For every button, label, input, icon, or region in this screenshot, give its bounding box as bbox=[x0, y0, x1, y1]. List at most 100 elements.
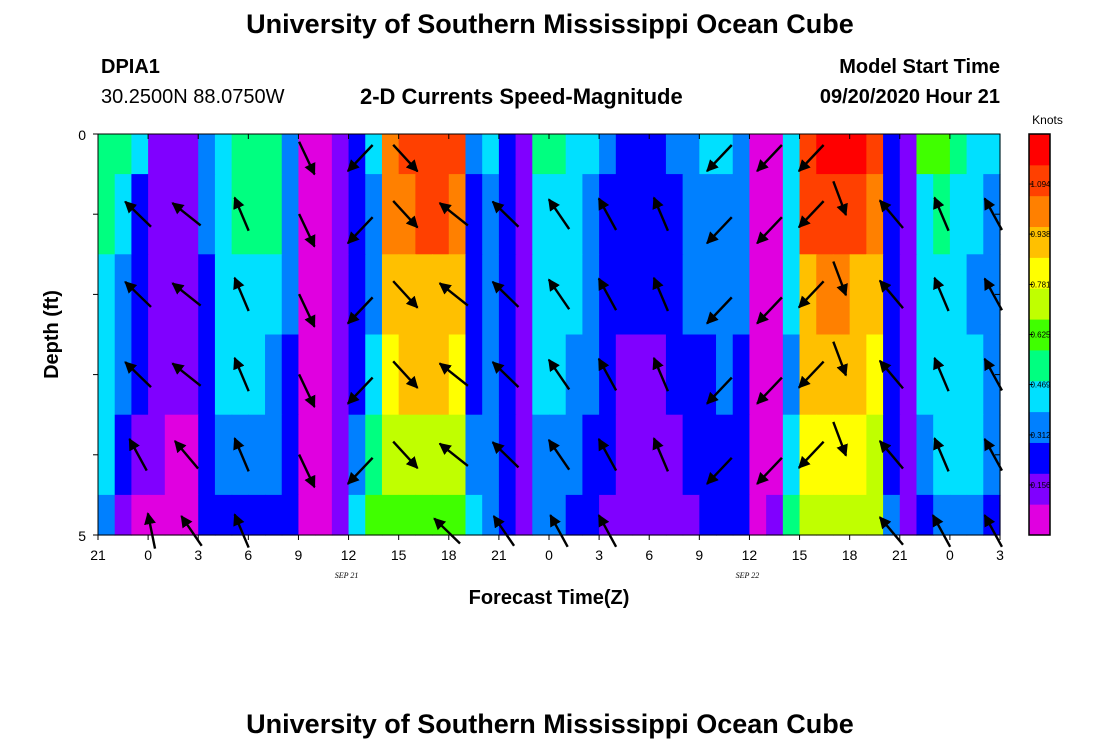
heatmap-cell bbox=[866, 334, 884, 416]
heatmap-cell bbox=[214, 174, 233, 255]
heatmap-cell bbox=[665, 494, 684, 536]
heatmap-cell bbox=[98, 254, 116, 336]
heatmap-cell bbox=[582, 414, 600, 496]
heatmap-cell bbox=[482, 414, 500, 496]
current-vector bbox=[597, 277, 618, 311]
current-vector bbox=[933, 196, 950, 232]
date-label: SEP 22 bbox=[736, 571, 760, 580]
heatmap-cell bbox=[532, 254, 550, 336]
current-vector bbox=[652, 437, 670, 472]
heatmap-cell bbox=[649, 334, 667, 416]
heatmap-cell bbox=[148, 134, 166, 175]
heatmap-cell bbox=[181, 334, 199, 416]
heatmap-cell bbox=[582, 494, 600, 536]
heatmap-cell bbox=[348, 414, 366, 496]
heatmap-cell bbox=[866, 254, 884, 336]
heatmap-cell bbox=[866, 414, 884, 496]
current-vector bbox=[832, 180, 848, 217]
colorbar-segment bbox=[1029, 411, 1050, 443]
heatmap-cell bbox=[415, 414, 433, 496]
heatmap-cell bbox=[148, 414, 166, 496]
heatmap-cell bbox=[832, 494, 851, 536]
colorbar-segment bbox=[1029, 442, 1050, 474]
heatmap-cell bbox=[899, 254, 918, 336]
current-vector bbox=[491, 361, 520, 389]
current-vector bbox=[346, 216, 374, 245]
heatmap-cell bbox=[164, 334, 183, 416]
x-tick-label: 0 bbox=[144, 547, 152, 563]
current-vector bbox=[878, 279, 904, 309]
heatmap-cell bbox=[315, 254, 333, 336]
heatmap-cell bbox=[782, 174, 801, 255]
heatmap-cell bbox=[782, 414, 801, 496]
heatmap-cell bbox=[949, 494, 968, 536]
heatmap-cell bbox=[315, 174, 333, 255]
heatmap-cell bbox=[766, 134, 784, 175]
heatmap-cell bbox=[816, 254, 834, 336]
heatmap-cell bbox=[582, 334, 600, 416]
heatmap-cell bbox=[198, 134, 216, 175]
current-vector bbox=[438, 202, 469, 227]
heatmap-cell bbox=[515, 134, 533, 175]
heatmap-cell bbox=[949, 414, 968, 496]
current-vector bbox=[652, 276, 670, 312]
heatmap-cell bbox=[983, 134, 1001, 175]
heatmap-cell bbox=[214, 414, 233, 496]
heatmap-cell bbox=[966, 494, 984, 536]
heatmap-cell bbox=[716, 134, 734, 175]
current-vector bbox=[392, 143, 419, 173]
heatmap-cell bbox=[866, 494, 884, 536]
current-vector bbox=[124, 361, 152, 389]
heatmap-cell bbox=[732, 334, 751, 416]
current-vector bbox=[706, 144, 733, 172]
colorbar-tick-label: 0.781 bbox=[1030, 280, 1051, 289]
colorbar-segment bbox=[1029, 257, 1050, 289]
heatmap-cell bbox=[782, 494, 801, 536]
heatmap-cell bbox=[248, 494, 266, 536]
current-vector bbox=[797, 360, 825, 389]
heatmap-cell bbox=[899, 334, 918, 416]
heatmap-cell bbox=[415, 334, 433, 416]
heatmap-cell bbox=[348, 174, 366, 255]
current-vector bbox=[433, 517, 461, 545]
heatmap-cell bbox=[966, 414, 984, 496]
heatmap-cell bbox=[816, 494, 834, 536]
current-vector bbox=[233, 356, 250, 392]
heatmap-cell bbox=[98, 174, 116, 255]
x-tick-label: 0 bbox=[946, 547, 954, 563]
heatmap-cell bbox=[265, 414, 283, 496]
heatmap-cell bbox=[348, 494, 366, 536]
heatmap-cell bbox=[515, 174, 533, 255]
heatmap-cell bbox=[916, 134, 934, 175]
heatmap-cell bbox=[565, 134, 584, 175]
heatmap-cell bbox=[916, 334, 934, 416]
current-vector bbox=[878, 516, 904, 546]
heatmap-cell bbox=[549, 414, 567, 496]
current-vector bbox=[756, 216, 783, 245]
y-tick-label: 5 bbox=[78, 528, 86, 544]
current-vector bbox=[298, 293, 316, 328]
heatmap-cell bbox=[716, 174, 734, 255]
heatmap-cell bbox=[565, 174, 584, 255]
heatmap-cell bbox=[315, 134, 333, 175]
heatmap-cell bbox=[949, 254, 968, 336]
heatmap-cell bbox=[281, 174, 300, 255]
heatmap-cell bbox=[214, 334, 233, 416]
heatmap-cell bbox=[665, 414, 684, 496]
current-vectors bbox=[124, 141, 1004, 549]
heatmap-cell bbox=[649, 254, 667, 336]
heatmap-cell bbox=[198, 174, 216, 255]
heatmap-cell bbox=[582, 134, 600, 175]
heatmap-cell bbox=[214, 134, 233, 175]
heatmap-cell bbox=[365, 174, 383, 255]
model-start-label: Model Start Time bbox=[839, 56, 1000, 78]
x-tick-label: 21 bbox=[892, 547, 908, 563]
x-tick-label: 18 bbox=[441, 547, 457, 563]
current-vector bbox=[233, 196, 250, 232]
current-vector bbox=[756, 296, 783, 325]
colorbar-segment bbox=[1029, 349, 1050, 382]
heatmap-cell bbox=[398, 494, 416, 536]
current-vector bbox=[438, 362, 469, 387]
x-tick-label: 12 bbox=[341, 547, 357, 563]
heatmap-cell bbox=[515, 334, 533, 416]
